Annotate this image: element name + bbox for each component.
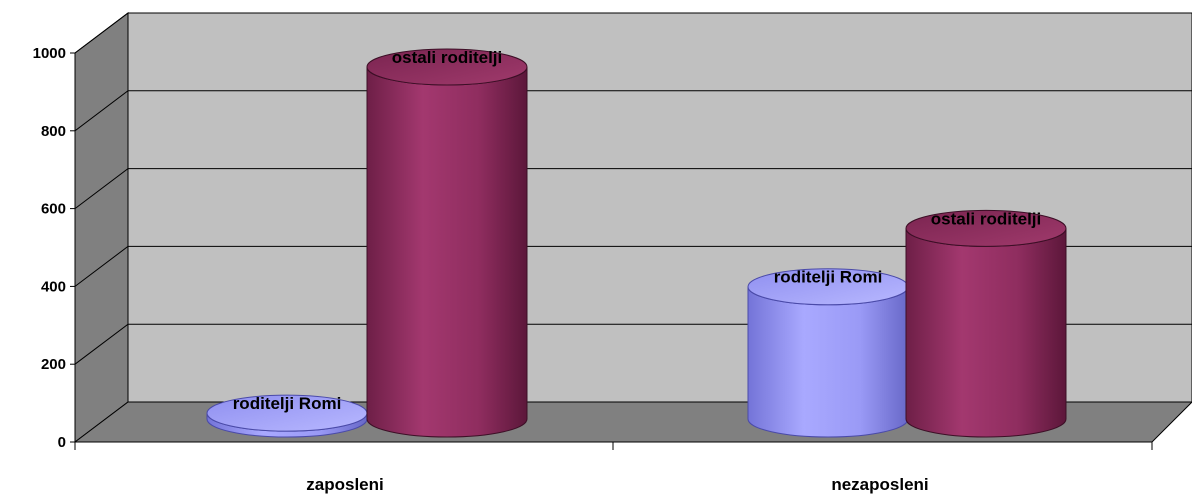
y-tick-label: 800 xyxy=(41,123,66,140)
data-label: ostali roditelji xyxy=(392,48,503,67)
bar-body xyxy=(747,286,909,438)
bar-top xyxy=(366,48,528,86)
side-wall xyxy=(74,11,129,444)
gridline xyxy=(74,90,1192,132)
gridline xyxy=(74,245,1192,287)
bar-top xyxy=(905,209,1067,247)
y-tick-label: 1000 xyxy=(33,45,66,62)
gridline xyxy=(74,168,1192,209)
bar-cylinder xyxy=(366,48,528,438)
bar-cylinder xyxy=(747,268,909,438)
labels: roditelji Romi ostali roditelji roditelji … xyxy=(233,48,1042,413)
bars xyxy=(206,48,1067,438)
data-label: roditelji Romi xyxy=(233,394,342,413)
data-label: roditelji Romi xyxy=(774,268,883,287)
category-label: nezaposleni xyxy=(831,475,928,494)
y-tick-label: 600 xyxy=(41,201,66,218)
y-tick-label: 0 xyxy=(58,434,66,451)
x-axis: zaposleni nezaposleni xyxy=(74,441,1153,494)
y-tick-label: 200 xyxy=(41,356,66,373)
data-label: ostali roditelji xyxy=(931,209,1042,228)
y-tick-label: 400 xyxy=(41,278,66,295)
bar-cylinder xyxy=(905,209,1067,438)
bar-body xyxy=(905,228,1067,438)
gridline xyxy=(74,12,1192,54)
bar-body xyxy=(366,66,528,438)
category-label: zaposleni xyxy=(306,475,383,494)
y-axis: 0 200 400 600 800 1000 xyxy=(33,45,76,451)
